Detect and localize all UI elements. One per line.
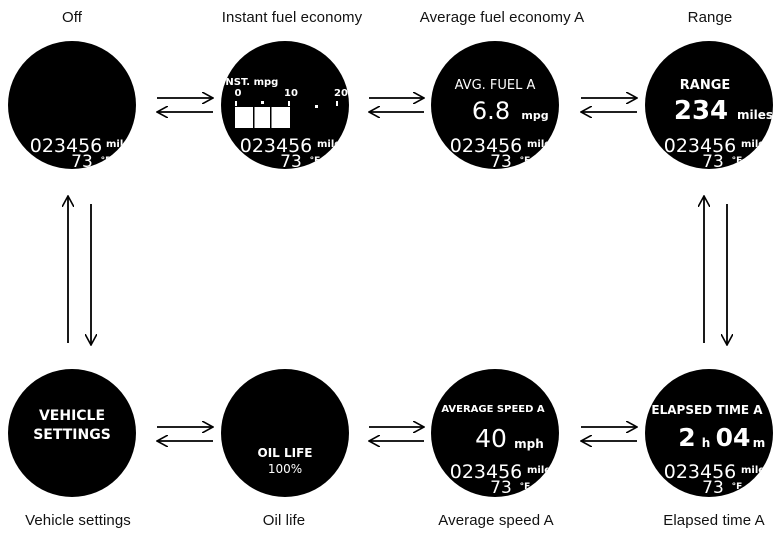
display-oil-life: OIL LIFE 100% [221,369,349,497]
display-range: RANGE 234 miles 023456 miles 73 °F [645,41,773,169]
temperature-value: 73 [490,152,512,169]
elapsed-minutes-value: 04 [715,423,751,452]
range-value: 234 [673,96,729,126]
elapsed-minutes-unit: m [752,436,766,450]
avg-speed-label: AVERAGE SPEED A [441,404,545,415]
temperature-unit: °F [519,482,531,492]
odometer-unit: miles [740,139,772,150]
range-label: RANGE [679,78,731,93]
oil-life-value: 100% [267,462,303,476]
elapsed-hours-value: 2 [678,423,696,452]
temperature-unit: °F [731,156,743,166]
caption-average-fuel-economy: Average fuel economy A [419,9,585,26]
elapsed-time-label: ELAPSED TIME A [651,403,763,417]
avg-speed-value: 40 [475,424,507,453]
arrow-pair-range-elapsed [704,196,727,345]
caption-vehicle-settings: Vehicle settings [25,512,131,529]
temperature-unit: °F [309,156,321,166]
arrow-pair-off-instant [157,98,213,112]
avg-fuel-value: 6.8 [471,97,511,125]
temperature-unit: °F [100,156,112,166]
scale-tick-0: 0 [234,88,242,99]
instant-mpg-label: INST. mpg [221,77,279,88]
display-off: 023456 miles 73 °F [8,41,136,169]
scale-tick-20: 20 [334,88,348,99]
odometer-value: 023456 [449,135,523,157]
range-unit: miles [736,108,773,122]
temperature-unit: °F [519,156,531,166]
arrow-pair-instant-avgfuel [369,98,424,112]
avg-speed-unit: mph [514,437,544,451]
temperature-value: 73 [490,478,512,497]
oil-life-label: OIL LIFE [257,446,313,460]
caption-range: Range [687,9,733,26]
odometer-unit: miles [526,465,558,476]
vehicle-settings-line2: SETTINGS [33,427,111,443]
temperature-value: 73 [71,152,93,169]
odometer-unit: miles [526,139,558,150]
arrow-pair-vehicle-oil [157,427,213,441]
arrow-pair-oil-avgspeed [369,427,424,441]
temperature-value: 73 [702,478,724,497]
caption-average-speed: Average speed A [438,512,554,529]
caption-off: Off [61,9,83,26]
fuel-bar-gauge [235,101,338,128]
avg-fuel-label: AVG. FUEL A [454,78,536,93]
temperature-value: 73 [702,152,724,169]
temperature-unit: °F [731,482,743,492]
odometer-value: 023456 [663,461,737,483]
display-vehicle-settings: VEHICLE SETTINGS [8,369,136,497]
temperature-value: 73 [280,152,302,169]
odometer-value: 023456 [663,135,737,157]
odometer-value: 023456 [239,135,313,157]
caption-oil-life: Oil life [262,512,306,529]
odometer-unit: miles [740,465,772,476]
odometer-value: 023456 [449,461,523,483]
odometer-unit: miles [105,139,136,150]
display-instant-fuel-economy: INST. mpg 0 10 20 023456 miles 73 °F [221,41,349,169]
vehicle-settings-line1: VEHICLE [38,408,106,424]
odometer-unit: miles [316,139,348,150]
odometer-value: 023456 [29,135,103,157]
arrow-pair-avgfuel-range [581,98,637,112]
scale-tick-10: 10 [284,88,298,99]
caption-instant-fuel-economy: Instant fuel economy [221,9,363,26]
display-average-speed: AVERAGE SPEED A 40 mph 023456 miles 73 °… [431,369,559,497]
caption-elapsed-time: Elapsed time A [663,512,765,529]
display-elapsed-time: ELAPSED TIME A 2 h 04 m 023456 miles 73 … [645,369,773,497]
avg-fuel-unit: mpg [521,109,549,122]
display-average-fuel-economy: AVG. FUEL A 6.8 mpg 023456 miles 73 °F [431,41,559,169]
arrow-pair-off-vehicle [68,196,91,345]
elapsed-hours-unit: h [701,436,711,450]
arrow-pair-avgspeed-elapsed [581,427,637,441]
